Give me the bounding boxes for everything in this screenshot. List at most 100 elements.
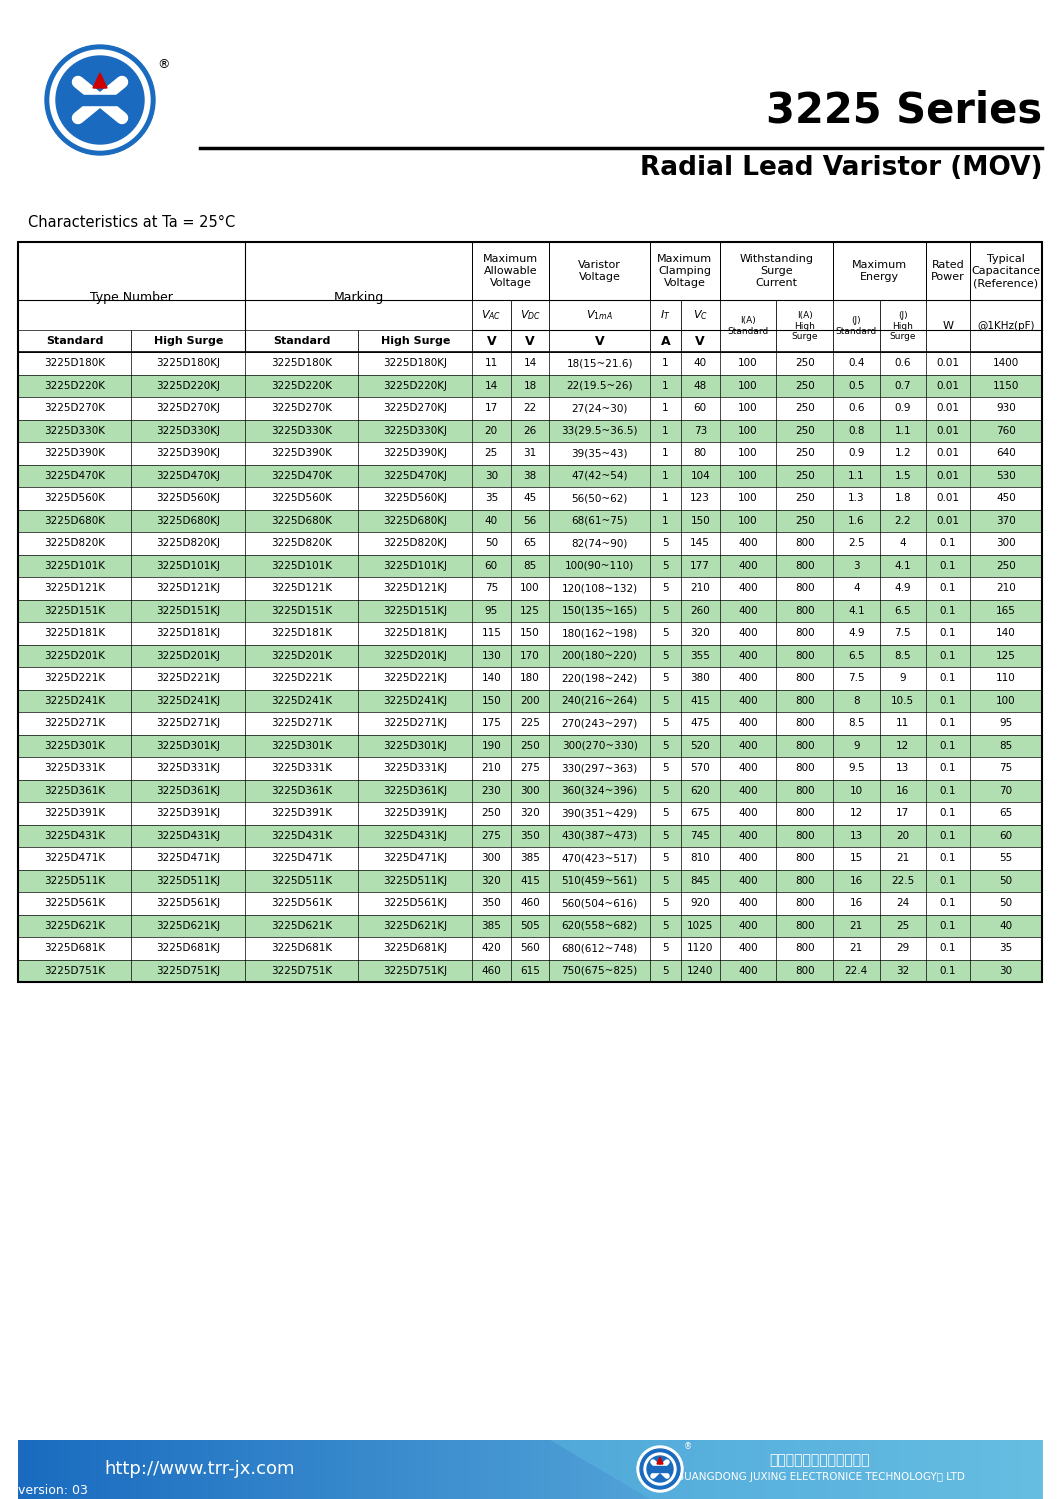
Text: 120(108~132): 120(108~132) <box>562 583 638 594</box>
Text: V: V <box>487 334 496 348</box>
Text: 60: 60 <box>693 403 707 414</box>
Bar <box>720 241 833 300</box>
Text: 800: 800 <box>795 718 814 729</box>
Text: 3225D681KJ: 3225D681KJ <box>383 943 447 953</box>
Text: 3225D471KJ: 3225D471KJ <box>383 853 447 863</box>
Text: 1: 1 <box>662 493 669 504</box>
Text: 3225D680KJ: 3225D680KJ <box>384 516 447 526</box>
Text: 0.01: 0.01 <box>936 471 959 481</box>
Text: 3225D221K: 3225D221K <box>45 673 105 684</box>
Text: 3225D431K: 3225D431K <box>45 830 105 841</box>
Bar <box>335 1441 347 1499</box>
Text: 3225D331K: 3225D331K <box>271 763 332 773</box>
Text: 3225D621K: 3225D621K <box>45 920 105 931</box>
Bar <box>18 397 1042 420</box>
Bar <box>673 1441 685 1499</box>
Text: 50: 50 <box>484 538 498 549</box>
Text: 3225D361K: 3225D361K <box>271 785 332 796</box>
Text: 3225D270K: 3225D270K <box>271 403 332 414</box>
Text: 3225D431KJ: 3225D431KJ <box>383 830 447 841</box>
Text: 320: 320 <box>520 808 540 818</box>
Bar <box>939 1441 951 1499</box>
Bar <box>511 300 549 352</box>
Text: 3225D180KJ: 3225D180KJ <box>156 358 220 369</box>
Text: 180(162~198): 180(162~198) <box>562 628 638 639</box>
Text: 3225D390K: 3225D390K <box>271 448 332 459</box>
Text: 210: 210 <box>690 583 710 594</box>
Bar <box>18 869 1042 892</box>
Bar <box>18 847 1042 869</box>
Text: 200(180~220): 200(180~220) <box>562 651 637 661</box>
Text: 140: 140 <box>481 673 501 684</box>
Text: Withstanding
Surge
Current: Withstanding Surge Current <box>739 253 813 288</box>
Text: 20: 20 <box>896 830 909 841</box>
Text: 3225D301K: 3225D301K <box>271 741 332 751</box>
Text: 0.1: 0.1 <box>939 965 956 976</box>
Text: 250: 250 <box>795 426 814 436</box>
Bar <box>472 300 511 352</box>
Text: 3225D511KJ: 3225D511KJ <box>156 875 220 886</box>
Text: 3225D271KJ: 3225D271KJ <box>383 718 447 729</box>
Bar <box>991 1441 1002 1499</box>
Text: 5: 5 <box>662 920 669 931</box>
Bar <box>549 300 650 352</box>
Text: 0.01: 0.01 <box>936 516 959 526</box>
Text: 100: 100 <box>520 583 540 594</box>
Bar <box>387 1441 398 1499</box>
Text: 3225D361KJ: 3225D361KJ <box>156 785 220 796</box>
Text: 220(198~242): 220(198~242) <box>562 673 638 684</box>
Bar <box>858 1441 869 1499</box>
Text: 800: 800 <box>795 696 814 706</box>
Text: 38: 38 <box>524 471 536 481</box>
Text: 45: 45 <box>524 493 536 504</box>
Text: 95: 95 <box>1000 718 1012 729</box>
Bar <box>694 1441 705 1499</box>
Text: 25: 25 <box>896 920 909 931</box>
Text: 3225D220KJ: 3225D220KJ <box>384 381 447 391</box>
Text: 3225 Series: 3225 Series <box>766 88 1042 130</box>
Circle shape <box>45 45 155 154</box>
Text: 370: 370 <box>996 516 1015 526</box>
Text: 48: 48 <box>693 381 707 391</box>
Bar <box>49 1441 60 1499</box>
Bar <box>833 300 880 352</box>
Text: 400: 400 <box>738 920 758 931</box>
Text: 70: 70 <box>1000 785 1012 796</box>
Text: 3225D201K: 3225D201K <box>271 651 332 661</box>
Bar <box>899 1441 909 1499</box>
Text: 0.5: 0.5 <box>848 381 865 391</box>
Text: 3225D301KJ: 3225D301KJ <box>384 741 447 751</box>
Text: Maximum
Clamping
Voltage: Maximum Clamping Voltage <box>657 253 712 288</box>
Bar <box>642 1441 654 1499</box>
Text: 415: 415 <box>690 696 710 706</box>
Text: 3225D390KJ: 3225D390KJ <box>384 448 447 459</box>
Text: 11: 11 <box>484 358 498 369</box>
Bar <box>602 1441 613 1499</box>
Text: 2.2: 2.2 <box>895 516 911 526</box>
Text: 2.5: 2.5 <box>848 538 865 549</box>
Text: 390(351~429): 390(351~429) <box>562 808 638 818</box>
Bar <box>908 1441 920 1499</box>
Text: 40: 40 <box>693 358 707 369</box>
Text: 385: 385 <box>481 920 501 931</box>
Bar <box>704 1441 716 1499</box>
Bar <box>652 1466 668 1472</box>
Text: 3225D681K: 3225D681K <box>271 943 332 953</box>
Text: 430(387~473): 430(387~473) <box>562 830 638 841</box>
Text: 800: 800 <box>795 943 814 953</box>
Bar <box>346 1441 357 1499</box>
Text: 300: 300 <box>996 538 1015 549</box>
Text: 7.5: 7.5 <box>895 628 911 639</box>
Bar <box>926 241 970 300</box>
Bar <box>653 1441 665 1499</box>
Polygon shape <box>93 73 107 88</box>
Text: 100: 100 <box>738 358 758 369</box>
Text: 330(297~363): 330(297~363) <box>562 763 638 773</box>
Bar <box>233 1441 244 1499</box>
Text: 560(504~616): 560(504~616) <box>562 898 638 908</box>
Text: 3225D681K: 3225D681K <box>45 943 105 953</box>
Text: 3225D221K: 3225D221K <box>271 673 332 684</box>
Bar <box>18 532 1042 555</box>
Bar <box>549 300 650 330</box>
Bar <box>18 510 1042 532</box>
